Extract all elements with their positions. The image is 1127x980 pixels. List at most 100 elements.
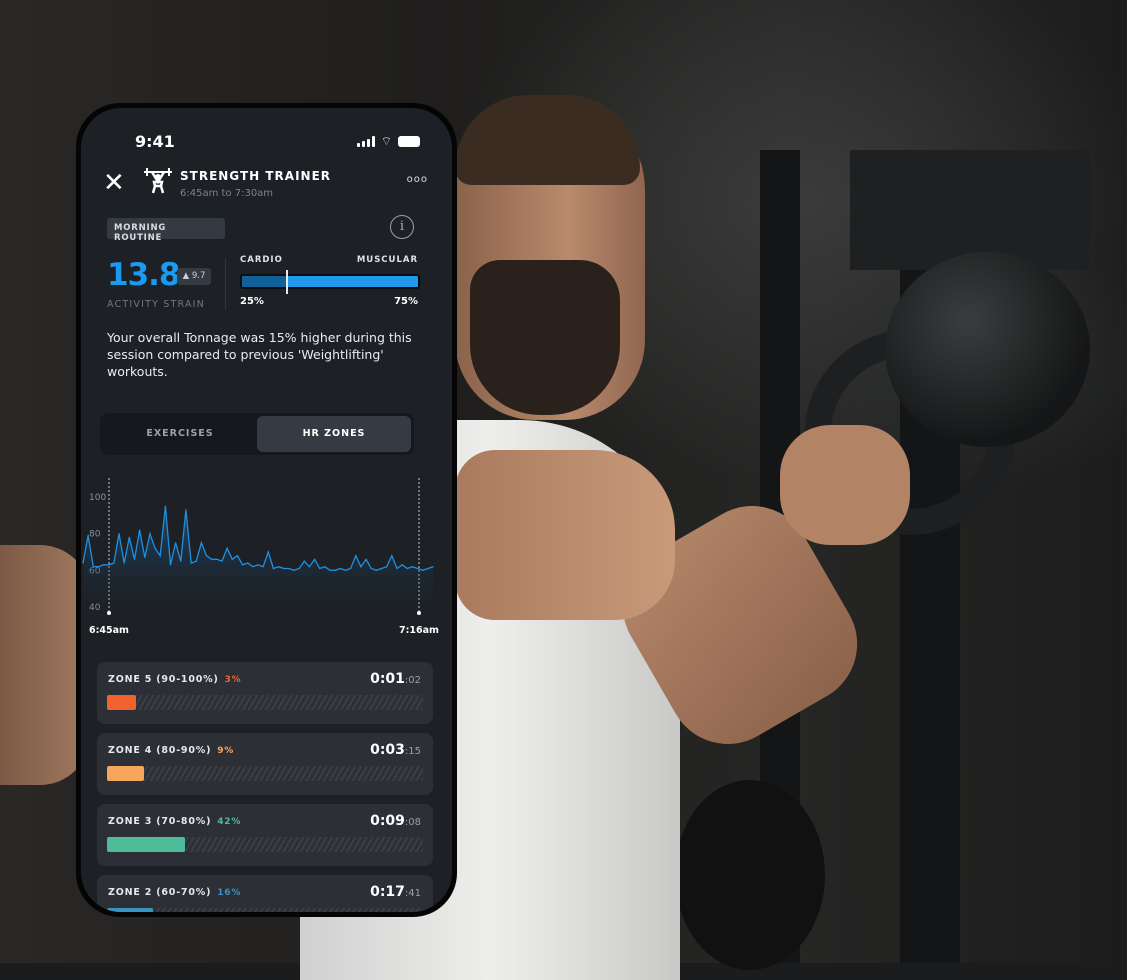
hr-point: [350, 567, 352, 570]
strain-delta-badge: ▲ 9.7: [177, 268, 211, 285]
hr-point: [411, 566, 414, 568]
hr-point: [329, 569, 331, 571]
signal-icon: [356, 136, 375, 147]
status-icons: ⌔: [356, 134, 420, 149]
zone-percent: 3%: [224, 675, 242, 685]
info-icon[interactable]: i: [390, 215, 414, 239]
hr-point: [422, 569, 424, 571]
zone-progress-track: [107, 695, 423, 710]
gym-rack: [850, 150, 1090, 270]
hr-point: [87, 534, 89, 537]
zone-card[interactable]: ZONE 4 (80-90%) 9% 0:03:15: [97, 733, 433, 795]
hr-point: [355, 555, 357, 557]
zone-label: ZONE 3 (70-80%): [108, 816, 212, 827]
hr-point: [221, 560, 223, 562]
kettlebell: [885, 252, 1090, 447]
zone-card[interactable]: ZONE 5 (90-100%) 3% 0:01:02: [97, 662, 433, 724]
zone-duration-seconds: :15: [404, 746, 421, 757]
more-dots-icon[interactable]: ooo: [406, 174, 428, 185]
zone-duration-minutes: 0:03: [370, 742, 405, 758]
zone-card[interactable]: ZONE 3 (70-80%) 42% 0:09:08: [97, 804, 433, 866]
zone-duration-minutes: 0:09: [370, 813, 405, 829]
strain-label: ACTIVITY STRAIN: [107, 299, 205, 310]
hr-point: [406, 567, 408, 570]
zone-duration-seconds: :02: [404, 675, 421, 686]
zone-progress-fill: [107, 766, 144, 781]
muscular-label: MUSCULAR: [356, 255, 418, 265]
zone-name: ZONE 5 (90-100%) 3%: [108, 674, 242, 685]
person-fist: [780, 425, 910, 545]
hr-point: [380, 567, 383, 570]
hr-point: [375, 569, 377, 571]
zone-label: ZONE 2 (60-70%): [108, 887, 212, 898]
strain-value: 13.8: [107, 257, 180, 293]
hr-point: [159, 555, 161, 557]
hr-point: [211, 558, 213, 560]
end-time-label: 7:16am: [399, 625, 439, 636]
hr-point: [92, 566, 94, 568]
hr-point: [82, 562, 84, 564]
cardio-fill: [242, 276, 286, 287]
zone-duration-seconds: :41: [404, 888, 421, 899]
hr-point: [298, 567, 300, 570]
hr-point: [185, 509, 187, 511]
hr-point: [370, 567, 372, 570]
tab-exercises[interactable]: EXERCISES: [146, 428, 214, 439]
hr-point: [339, 567, 341, 570]
zone-percent: 42%: [217, 817, 242, 827]
zone-label: ZONE 5 (90-100%): [108, 674, 219, 685]
phone-screen: 9:41 ⌔ ✕ STRENGTH TRAINER 6:45am to 7:30…: [81, 108, 452, 912]
tab-bar: EXERCISES HR ZONES: [100, 413, 414, 455]
zone-progress-fill: [107, 695, 137, 710]
person-beard: [470, 260, 620, 415]
hr-point: [97, 566, 100, 568]
zone-progress-fill: [107, 837, 186, 852]
hr-point: [205, 555, 208, 557]
person-hand: [455, 450, 675, 620]
hr-point: [113, 562, 115, 564]
hr-point: [303, 560, 305, 562]
hr-point: [164, 505, 166, 507]
split-marker: [286, 270, 288, 294]
zone-duration-minutes: 0:01: [370, 671, 405, 687]
hr-point: [314, 558, 316, 560]
hr-point: [344, 569, 347, 571]
phone-frame: 9:41 ⌔ ✕ STRENGTH TRAINER 6:45am to 7:30…: [76, 103, 457, 917]
zone-duration: 0:17:41: [370, 884, 421, 900]
muscular-pct: 75%: [394, 296, 418, 307]
hr-point: [169, 564, 172, 566]
zone-duration: 0:09:08: [370, 813, 421, 829]
hr-point: [360, 566, 362, 568]
hr-area: [83, 506, 433, 618]
hr-point: [149, 533, 151, 535]
hr-point: [190, 562, 192, 564]
zone-card[interactable]: ZONE 2 (60-70%) 16% 0:17:41: [97, 875, 433, 912]
y-tick-label: 100: [89, 493, 106, 503]
zone-name: ZONE 4 (80-90%) 9%: [108, 745, 234, 756]
close-icon[interactable]: ✕: [103, 168, 125, 198]
hr-point: [283, 567, 285, 570]
start-time-label: 6:45am: [89, 625, 129, 636]
hr-point: [401, 564, 403, 566]
hr-point: [277, 566, 280, 568]
zone-progress-track: [107, 837, 423, 852]
summary-text: Your overall Tonnage was 15% higher duri…: [107, 330, 412, 379]
hr-point: [308, 566, 311, 568]
routine-tag: MORNING ROUTINE: [107, 218, 225, 243]
hr-point: [319, 567, 321, 570]
hr-point: [236, 555, 239, 557]
weight-plate: [675, 780, 825, 970]
tab-hr-zones[interactable]: HR ZONES: [257, 416, 411, 452]
hr-point: [257, 564, 259, 566]
zone-percent: 16%: [217, 888, 242, 898]
hr-point: [216, 558, 218, 560]
zone-duration: 0:03:15: [370, 742, 421, 758]
wifi-icon: ⌔: [380, 134, 392, 148]
cardio-label: CARDIO: [240, 255, 283, 265]
zone-name: ZONE 2 (60-70%) 16%: [108, 887, 241, 898]
hr-point: [432, 566, 434, 568]
hr-point: [262, 566, 264, 568]
hr-point: [144, 556, 146, 559]
hr-point: [231, 558, 233, 560]
